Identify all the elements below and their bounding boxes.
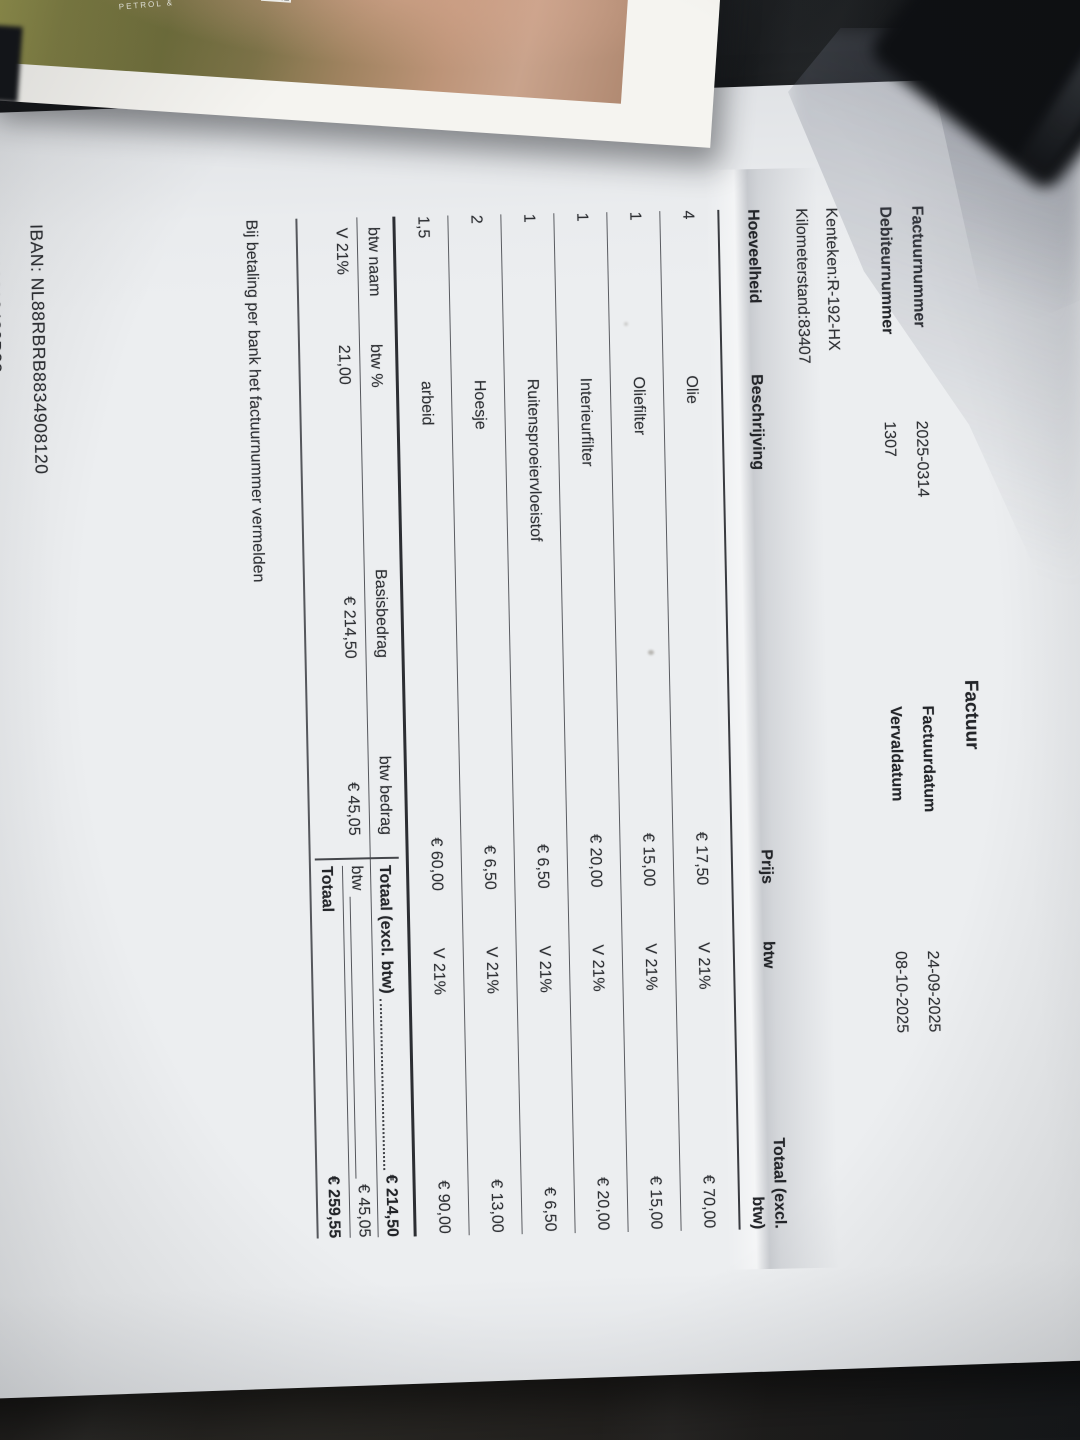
cell-desc: Hoesje	[470, 379, 489, 430]
cell-qty: 1	[626, 211, 644, 221]
col-header-hoeveelheid: Hoeveelheid	[744, 208, 764, 304]
cell-total: € 13,00	[487, 1179, 506, 1233]
cell-desc: arbeid	[417, 380, 436, 426]
cell-desc: Olie	[682, 375, 701, 405]
paper-speck	[624, 322, 628, 326]
vat-value: € 45,05	[354, 1183, 373, 1238]
cell-total: € 15,00	[646, 1175, 665, 1230]
cell-qty: 1,5	[414, 215, 432, 239]
solid-leader	[349, 896, 357, 1179]
payment-note: Bij betaling per bank het factuurnummer …	[242, 219, 267, 583]
vehicle-kenteken: Kenteken:R-192-HX	[822, 207, 843, 351]
label-factuurdatum: Factuurdatum	[918, 705, 938, 813]
totals-box-border	[314, 856, 399, 861]
cell-qty: 4	[679, 210, 697, 220]
value-factuurdatum: 24-09-2025	[923, 950, 943, 1033]
col-header-totaal-line2: btw)	[748, 1196, 767, 1230]
subtotal-value: € 214,50	[382, 1174, 401, 1238]
vat-row-amount: € 45,05	[344, 782, 363, 836]
invoice-content: Factuur Factuurnummer 2025-0314 Factuurd…	[0, 167, 989, 1270]
qr-code-icon	[260, 0, 293, 3]
summary-bottom-rule	[295, 218, 319, 1239]
cell-total: € 20,00	[593, 1176, 612, 1231]
cell-vat: V 21%	[429, 947, 448, 996]
cell-qty: 1	[520, 213, 538, 223]
vat-header-pct: btw %	[367, 343, 385, 388]
cell-desc: Ruitensproeiervloeistof	[523, 378, 545, 542]
value-vervaldatum: 08-10-2025	[891, 951, 911, 1034]
cell-price: € 6,50	[480, 845, 499, 890]
vat-row-pct: 21,00	[335, 344, 353, 385]
cell-desc: Oliefilter	[629, 376, 648, 436]
totals-subtotal-row: Totaal (excl. btw) € 214,50	[373, 865, 405, 1237]
col-header-btw: btw	[759, 940, 778, 969]
oil-bottle-photo: VW Volkswagen Castrol EDGE LongLife III …	[0, 0, 633, 104]
cell-price: € 60,00	[427, 837, 446, 892]
vat-header-basisbedrag: Basisbedrag	[371, 568, 391, 659]
value-factuurnummer: 2025-0314	[912, 420, 932, 498]
vat-header-btw-bedrag: btw bedrag	[375, 755, 395, 836]
cell-price: € 17,50	[692, 831, 711, 886]
col-header-beschrijving: Beschrijving	[747, 373, 767, 471]
vat-label: btw	[347, 865, 366, 891]
value-debiteurnummer: 1307	[880, 421, 899, 458]
vat-header-naam: btw naam	[364, 226, 384, 297]
vehicle-kilometerstand: Kilometerstand:83407	[792, 207, 813, 364]
cell-price: € 20,00	[586, 834, 605, 888]
spacer	[316, 912, 322, 1176]
cell-total: € 6,50	[540, 1186, 559, 1232]
total-value: € 259,55	[324, 1175, 343, 1239]
col-header-prijs: Prijs	[757, 849, 776, 885]
col-header-totaal-line1: Totaal (excl.	[769, 1137, 789, 1229]
vat-row-name: V 21%	[332, 227, 351, 276]
dotted-leader	[379, 998, 386, 1170]
cell-desc: Interieurfilter	[576, 377, 596, 467]
cell-vat: V 21%	[641, 943, 660, 991]
label-vervaldatum: Vervaldatum	[886, 706, 906, 802]
cell-price: € 6,50	[533, 844, 552, 889]
totals-total-row: Totaal € 259,55	[315, 866, 347, 1238]
cell-vat: V 21%	[535, 945, 554, 993]
btw-number-line: NL902618429B22	[0, 224, 6, 374]
subtotal-label: Totaal (excl. btw)	[375, 864, 396, 994]
cell-qty: 1	[573, 212, 591, 222]
cell-vat: V 21%	[482, 946, 501, 995]
cell-vat: V 21%	[694, 942, 713, 990]
vat-row-base: € 214,50	[340, 596, 359, 659]
cell-price: € 15,00	[639, 832, 658, 887]
cell-qty: 2	[467, 214, 485, 225]
cell-total: € 90,00	[434, 1180, 453, 1234]
total-label: Totaal	[317, 866, 336, 913]
paper-speck	[648, 650, 654, 655]
cell-vat: V 21%	[588, 944, 607, 992]
iban-line: IBAN: NL88RBRB8834908120	[26, 223, 52, 475]
cell-total: € 70,00	[699, 1174, 718, 1229]
